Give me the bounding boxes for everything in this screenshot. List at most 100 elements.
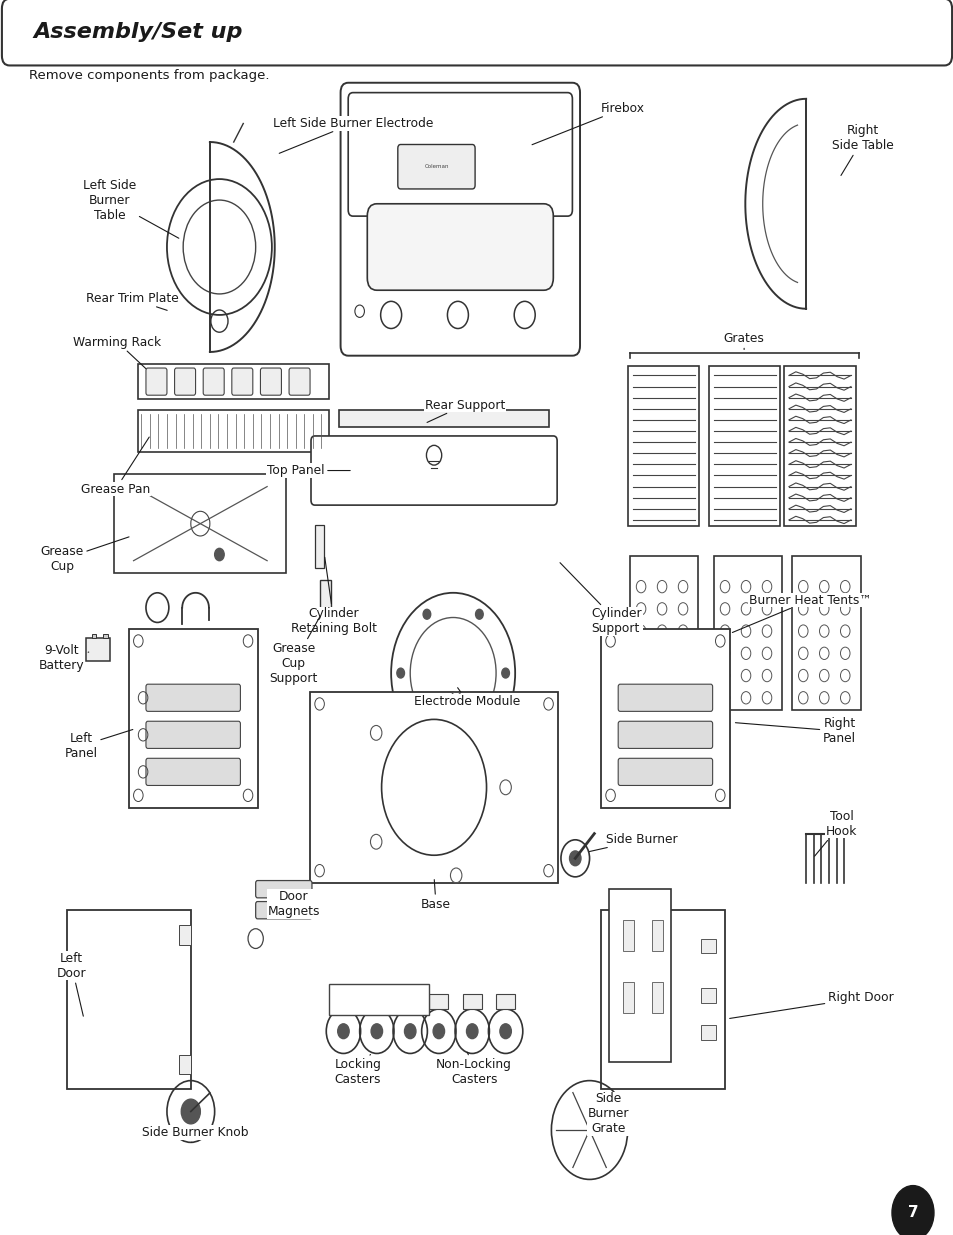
Bar [334, 994, 353, 1009]
Circle shape [475, 727, 482, 737]
FancyBboxPatch shape [2, 0, 951, 65]
Bar [622, 920, 634, 951]
Bar [651, 982, 662, 1013]
Text: Right
Side Table: Right Side Table [832, 125, 893, 175]
Ellipse shape [355, 305, 364, 317]
Text: Door
Magnets: Door Magnets [267, 890, 320, 918]
Text: Left
Door: Left Door [56, 952, 87, 1016]
Ellipse shape [447, 301, 468, 329]
Ellipse shape [514, 301, 535, 329]
FancyBboxPatch shape [146, 721, 240, 748]
Bar [700, 939, 715, 953]
Text: Assembly/Set up: Assembly/Set up [33, 22, 242, 42]
FancyBboxPatch shape [618, 684, 712, 711]
Text: Cylinder
Retaining Bolt: Cylinder Retaining Bolt [291, 557, 376, 635]
Text: 9-Volt
Battery: 9-Volt Battery [39, 645, 89, 672]
FancyBboxPatch shape [310, 692, 558, 883]
Text: Top Panel: Top Panel [267, 464, 350, 477]
FancyBboxPatch shape [138, 410, 329, 452]
FancyBboxPatch shape [146, 684, 240, 711]
FancyBboxPatch shape [174, 368, 195, 395]
FancyBboxPatch shape [311, 436, 557, 505]
FancyBboxPatch shape [138, 364, 329, 399]
Circle shape [214, 548, 224, 561]
FancyBboxPatch shape [129, 629, 257, 808]
FancyBboxPatch shape [338, 410, 548, 427]
Circle shape [396, 668, 404, 678]
FancyBboxPatch shape [348, 93, 572, 216]
Text: Non-Locking
Casters: Non-Locking Casters [436, 1052, 512, 1086]
Bar [179, 1055, 191, 1074]
Text: Locking
Casters: Locking Casters [334, 1055, 381, 1086]
Circle shape [422, 727, 430, 737]
Circle shape [466, 1024, 477, 1039]
FancyBboxPatch shape [260, 368, 281, 395]
FancyBboxPatch shape [289, 368, 310, 395]
Bar [708, 366, 780, 526]
Bar [91, 634, 96, 638]
Circle shape [475, 609, 482, 619]
Text: Grease
Cup
Support: Grease Cup Support [270, 616, 320, 684]
Bar [627, 366, 699, 526]
Bar [496, 994, 515, 1009]
FancyBboxPatch shape [255, 902, 312, 919]
Text: Right Door: Right Door [729, 992, 893, 1019]
FancyBboxPatch shape [367, 204, 553, 290]
Bar [367, 994, 386, 1009]
Bar [713, 556, 781, 710]
Text: Warming Rack: Warming Rack [73, 336, 161, 368]
Text: Burner Heat Tents™: Burner Heat Tents™ [732, 594, 871, 632]
Text: Grease Pan: Grease Pan [81, 437, 151, 495]
Bar [791, 556, 860, 710]
Text: Left
Panel: Left Panel [65, 730, 132, 760]
FancyBboxPatch shape [340, 83, 579, 356]
FancyBboxPatch shape [203, 368, 224, 395]
Circle shape [499, 1024, 511, 1039]
Text: Electrode Module: Electrode Module [414, 688, 520, 708]
Circle shape [404, 1024, 416, 1039]
Bar [314, 525, 324, 568]
FancyBboxPatch shape [618, 721, 712, 748]
Text: Coleman: Coleman [424, 164, 449, 169]
Bar [700, 988, 715, 1003]
Text: Tool
Hook: Tool Hook [814, 810, 856, 856]
Ellipse shape [380, 301, 401, 329]
FancyBboxPatch shape [114, 474, 286, 573]
Text: Left Side
Burner
Table: Left Side Burner Table [83, 179, 178, 238]
FancyBboxPatch shape [600, 910, 724, 1089]
Circle shape [337, 1024, 349, 1039]
Bar [783, 366, 855, 526]
Text: Cylinder
Support: Cylinder Support [559, 563, 641, 635]
Text: Base: Base [420, 879, 451, 910]
Text: Rear Support: Rear Support [424, 399, 504, 422]
Circle shape [501, 668, 509, 678]
Bar [629, 556, 698, 710]
Bar [651, 920, 662, 951]
Circle shape [569, 851, 580, 866]
FancyBboxPatch shape [608, 889, 670, 1062]
Circle shape [371, 1024, 382, 1039]
FancyBboxPatch shape [232, 368, 253, 395]
Bar [400, 994, 419, 1009]
Text: Side Burner Knob: Side Burner Knob [142, 1126, 249, 1142]
Bar [179, 925, 191, 945]
FancyBboxPatch shape [146, 368, 167, 395]
Circle shape [433, 1024, 444, 1039]
Bar [329, 984, 429, 1015]
Text: 7: 7 [906, 1205, 918, 1220]
Text: Left Side Burner Electrode: Left Side Burner Electrode [273, 117, 433, 153]
Text: Right
Panel: Right Panel [735, 718, 855, 745]
Bar [700, 1025, 715, 1040]
Bar [319, 580, 331, 630]
Circle shape [423, 609, 431, 619]
Text: Side Burner: Side Burner [589, 834, 677, 852]
Bar [103, 634, 108, 638]
Text: Side
Burner
Grate: Side Burner Grate [587, 1093, 629, 1135]
FancyBboxPatch shape [397, 144, 475, 189]
Text: Firebox: Firebox [532, 103, 644, 144]
Circle shape [891, 1186, 933, 1235]
FancyBboxPatch shape [600, 629, 729, 808]
FancyBboxPatch shape [146, 758, 240, 785]
Text: Remove components from package.: Remove components from package. [29, 69, 269, 83]
Text: Grates: Grates [723, 332, 763, 350]
